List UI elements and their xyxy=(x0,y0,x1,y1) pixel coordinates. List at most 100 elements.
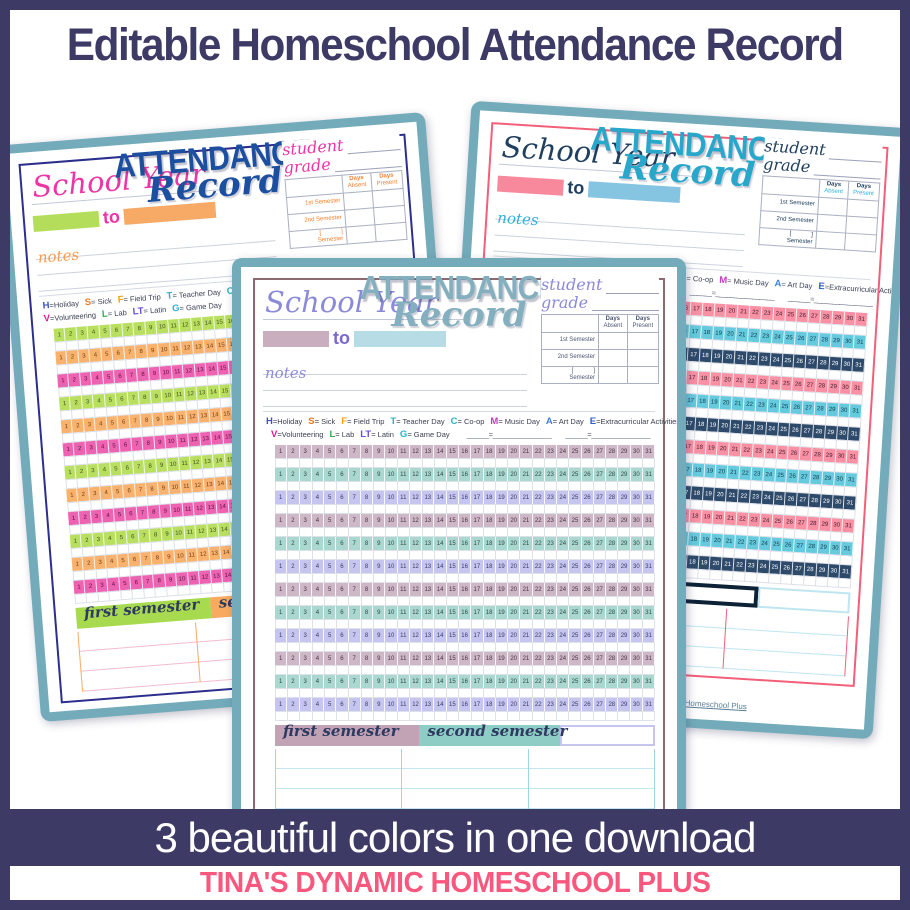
day-cell: 4 xyxy=(311,468,325,482)
day-cell: 7 xyxy=(140,552,153,566)
day-cell: 31 xyxy=(642,583,656,597)
mark-cell xyxy=(557,688,570,699)
day-cell: 2 xyxy=(287,491,300,505)
day-cell: 4 xyxy=(95,417,108,432)
mark-cell xyxy=(483,504,496,515)
day-cell: 18 xyxy=(483,537,496,551)
mark-cell xyxy=(618,527,631,538)
day-cell: 21 xyxy=(520,445,533,459)
day-cell: 2 xyxy=(287,445,300,459)
day-cell: 8 xyxy=(135,344,148,359)
day-cell: 11 xyxy=(171,365,185,379)
day-cell: 19 xyxy=(495,652,509,666)
mark-cell xyxy=(349,481,362,492)
day-cell: 16 xyxy=(458,491,472,505)
legend-code-key: T xyxy=(390,416,397,428)
notes-line xyxy=(263,391,527,408)
day-cell: 3 xyxy=(89,486,102,501)
absent-present-word: Present xyxy=(632,323,654,330)
day-cell: 29 xyxy=(823,448,837,463)
legend-item: M= Music Day xyxy=(490,416,539,427)
day-cell: 24 xyxy=(757,560,770,574)
mark-cell xyxy=(422,527,435,538)
mark-cell xyxy=(827,577,840,589)
day-cell: 13 xyxy=(201,455,215,469)
day-cell: 3 xyxy=(299,537,312,551)
day-cell: 7 xyxy=(348,468,361,482)
mark-cell xyxy=(385,573,399,584)
year-end-block xyxy=(354,330,446,347)
day-cell: 29 xyxy=(819,517,832,532)
mark-cell xyxy=(618,504,631,515)
mark-cell xyxy=(471,688,484,699)
day-cell: 29 xyxy=(618,675,631,689)
mark-cell xyxy=(593,550,606,561)
legend-code-label: = Game Day xyxy=(407,430,450,440)
mark-cell xyxy=(349,527,362,538)
mark-cell xyxy=(520,642,533,653)
day-cell: 7 xyxy=(133,460,146,475)
absent-value-cell xyxy=(345,224,376,244)
day-cell: 2 xyxy=(74,441,87,456)
mark-cell xyxy=(459,527,472,538)
day-cell: 7 xyxy=(127,391,141,406)
legend-blank-slot: ______=________________ xyxy=(565,430,650,440)
day-cell: 7 xyxy=(348,560,361,574)
day-cell: 27 xyxy=(792,562,806,576)
notes-area: notes xyxy=(493,203,746,268)
mark-cell xyxy=(508,573,521,584)
attendance-title-group: ATTENDANCE Record xyxy=(112,131,312,212)
day-cell: 9 xyxy=(373,629,386,643)
mark-cell xyxy=(471,458,484,469)
present-value-cell xyxy=(374,221,408,242)
day-cell: 13 xyxy=(422,514,435,528)
mark-cell xyxy=(276,642,289,653)
day-cell: 12 xyxy=(186,410,200,424)
mark-cell xyxy=(471,596,484,607)
semester-summary-table: Days Absent Days Present 1st Semester 2nd Sem… xyxy=(285,170,408,249)
day-cell: 12 xyxy=(193,501,207,516)
day-cell: 27 xyxy=(804,378,817,393)
day-cell: 31 xyxy=(851,381,864,396)
day-cell: 5 xyxy=(106,416,120,431)
mark-cell xyxy=(434,481,448,492)
day-cell: 16 xyxy=(458,698,472,712)
day-cell: 30 xyxy=(836,426,850,441)
day-cell: 19 xyxy=(495,675,509,689)
mark-cell xyxy=(557,596,570,607)
legend-code-label: =Holiday xyxy=(49,299,80,311)
semester-banner: first semester second semester xyxy=(275,722,655,747)
mark-cell xyxy=(618,596,631,607)
mark-cell xyxy=(373,458,386,469)
day-cell: 15 xyxy=(446,675,459,689)
day-cell: 22 xyxy=(742,420,755,435)
legend-code-key: A xyxy=(545,416,553,428)
day-cell: 16 xyxy=(458,583,472,597)
day-cell: 2 xyxy=(81,533,94,548)
day-cell: 29 xyxy=(826,403,839,417)
mark-cell xyxy=(581,619,594,630)
day-cell: 17 xyxy=(471,514,484,528)
mark-cell xyxy=(361,458,374,469)
legend-item: S= Sick xyxy=(84,297,112,309)
empty-mark-row xyxy=(275,642,655,653)
day-cell: 2 xyxy=(83,556,96,571)
day-cell: 21 xyxy=(520,675,533,689)
corner-cell xyxy=(541,314,599,333)
day-cell: 26 xyxy=(789,423,803,438)
day-cell: 8 xyxy=(360,560,374,574)
semester-summary-table: Days Absent Days Present 1st Semester 2nd Sem… xyxy=(541,314,660,384)
mark-cell xyxy=(642,481,655,492)
day-cell: 14 xyxy=(434,514,447,528)
day-cell: 23 xyxy=(544,445,558,459)
mark-cell xyxy=(483,527,496,538)
mark-cell xyxy=(324,619,338,630)
day-cell: 27 xyxy=(799,447,813,462)
day-cell: 1 xyxy=(275,537,288,551)
mark-cell xyxy=(324,688,338,699)
mark-cell xyxy=(288,573,301,584)
day-cell: 7 xyxy=(131,437,144,452)
mark-cell xyxy=(361,619,374,630)
